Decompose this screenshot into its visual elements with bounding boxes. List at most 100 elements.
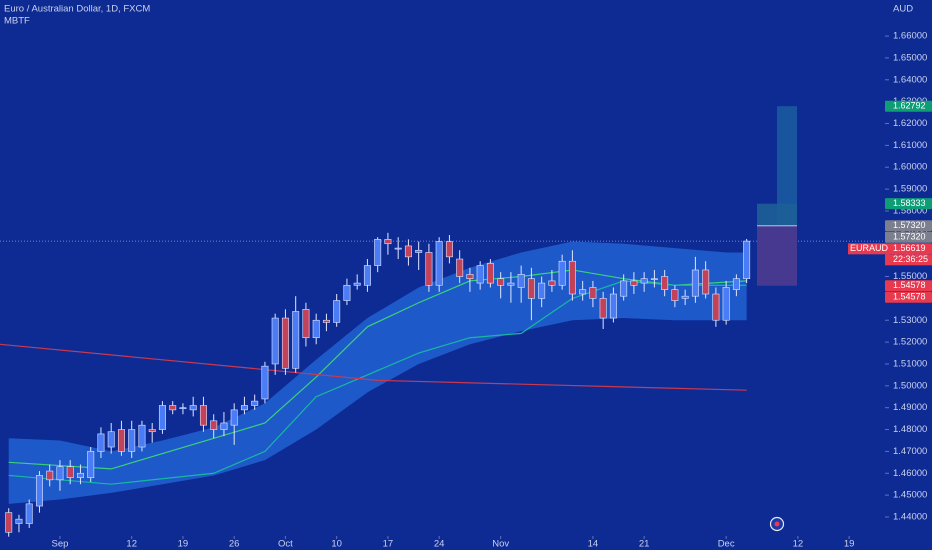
candle-body	[128, 429, 136, 452]
candle-body	[650, 278, 658, 281]
y-tick-label: 1.51000	[893, 358, 927, 369]
price-label-box	[885, 100, 932, 112]
candle-body	[435, 241, 443, 286]
candle-body	[189, 405, 197, 411]
y-tick-label: 1.64000	[893, 74, 927, 85]
candle-body	[97, 433, 105, 452]
price-label: 1.57320	[893, 232, 926, 242]
candle-body	[240, 405, 248, 411]
candle-body	[230, 409, 238, 426]
candle-body	[476, 265, 484, 284]
x-tick-label: 24	[434, 539, 445, 550]
candle-body	[486, 263, 494, 284]
candle-body	[445, 241, 453, 258]
x-tick-label: Nov	[492, 539, 509, 550]
price-label: 1.54578	[893, 280, 926, 290]
candle-body	[497, 278, 505, 286]
x-tick-label: Oct	[278, 539, 293, 550]
candle-body	[292, 311, 300, 369]
candle-body	[25, 503, 33, 524]
candle-body	[210, 420, 218, 430]
symbol-label: EURAUD	[850, 243, 889, 253]
x-tick-label: 14	[588, 539, 599, 550]
candle-body	[158, 405, 166, 430]
candle-body	[179, 407, 187, 409]
candle-body	[322, 319, 330, 323]
y-tick-label: 1.55000	[893, 271, 927, 282]
y-tick-label: 1.53000	[893, 315, 927, 326]
price-label-box	[885, 198, 932, 210]
y-tick-label: 1.52000	[893, 337, 927, 348]
price-label-box	[885, 243, 932, 255]
y-tick-label: 1.58000	[893, 205, 927, 216]
candle-body	[722, 287, 730, 321]
candle-body	[538, 282, 546, 299]
y-tick-label: 1.47000	[893, 446, 927, 457]
candle-body	[15, 518, 23, 524]
candle-body	[5, 512, 13, 533]
y-tick-label: 1.49000	[893, 402, 927, 413]
indicator-name: MBTF	[4, 16, 30, 27]
candle-body	[76, 472, 84, 478]
y-tick-label: 1.62000	[893, 118, 927, 129]
candle-body	[117, 429, 125, 452]
candle-body	[107, 431, 115, 448]
price-label-box	[885, 280, 932, 292]
loss-zone	[757, 225, 797, 286]
countdown: 22:36:25	[893, 254, 928, 264]
y-tick-label: 1.65000	[893, 52, 927, 63]
candle-body	[199, 405, 207, 426]
candle-body	[568, 260, 576, 295]
y-tick-label: 1.44000	[893, 511, 927, 522]
x-tick-label: 26	[229, 539, 240, 550]
x-tick-label: 10	[331, 539, 342, 550]
candle-body	[46, 470, 54, 481]
candle-body	[671, 289, 679, 301]
candle-body	[148, 429, 156, 433]
candle-body	[681, 295, 689, 299]
x-tick-label: 12	[793, 539, 804, 550]
candle-body	[589, 287, 597, 299]
candle-body	[548, 280, 556, 286]
x-tick-label: Sep	[52, 539, 69, 550]
y-tick-label: 1.59000	[893, 184, 927, 195]
y-tick-label: 1.50000	[893, 380, 927, 391]
candle-body	[630, 280, 638, 286]
candle-body	[456, 258, 464, 277]
candle-body	[466, 274, 474, 280]
price-label-box	[885, 291, 932, 303]
candle-body	[343, 284, 351, 301]
candle-body	[169, 405, 177, 411]
candle-body	[527, 278, 535, 299]
currency-label: AUD	[893, 4, 913, 15]
y-tick-label: 1.61000	[893, 140, 927, 151]
countdown-box	[885, 254, 932, 266]
candle-body	[712, 293, 720, 321]
candle-body	[333, 300, 341, 323]
candle-body	[394, 247, 402, 250]
candle-body	[640, 278, 648, 284]
y-tick-label: 1.66000	[893, 31, 927, 42]
candle-body	[384, 239, 392, 245]
candle-body	[661, 276, 669, 290]
candle-body	[691, 269, 699, 297]
price-label: 1.57320	[893, 220, 926, 230]
candle-body	[732, 278, 740, 290]
x-tick-label: Dec	[718, 539, 735, 550]
plot-area	[0, 106, 885, 537]
y-tick-label: 1.60000	[893, 162, 927, 173]
y-tick-label: 1.48000	[893, 424, 927, 435]
moving-average	[0, 343, 747, 391]
profit-zone	[757, 203, 797, 226]
candle-body	[271, 317, 279, 365]
price-label: 1.58333	[893, 198, 926, 208]
symbol-box	[848, 243, 885, 255]
x-tick-label: 19	[178, 539, 189, 550]
candle-body	[261, 365, 269, 400]
candle-body	[579, 289, 587, 295]
price-label: 1.56619	[893, 243, 926, 253]
candle-body	[702, 269, 710, 295]
price-label-box	[885, 220, 932, 232]
candle-body	[743, 240, 751, 280]
